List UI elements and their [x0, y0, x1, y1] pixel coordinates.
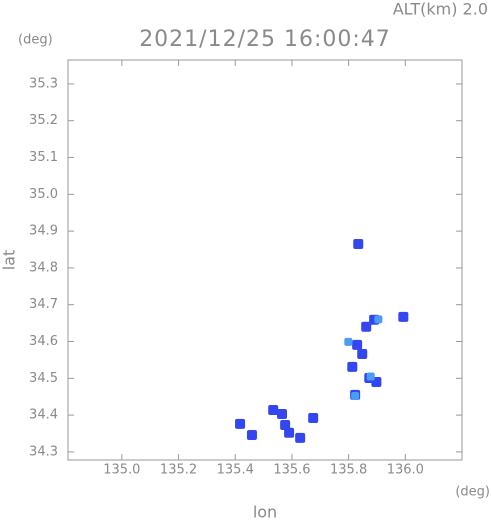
- echo-cell: [280, 420, 291, 431]
- x-tick-label: 135.2: [160, 463, 197, 478]
- y-axis-label: lat: [0, 250, 19, 271]
- echo-cell: [352, 339, 363, 350]
- y-tick-label: 34.6: [29, 334, 58, 349]
- y-tick-label: 34.3: [29, 444, 58, 459]
- echo-cell: [366, 372, 375, 381]
- echo-cell: [353, 238, 364, 249]
- echo-cell: [284, 427, 295, 438]
- y-unit: (deg): [18, 33, 53, 48]
- y-tick-label: 34.5: [29, 371, 58, 386]
- x-tick-label: 135.4: [217, 463, 254, 478]
- y-tick-label: 34.7: [29, 297, 58, 312]
- echo-cell: [295, 432, 306, 443]
- x-unit: (deg): [455, 485, 490, 500]
- x-tick-label: 135.8: [330, 463, 367, 478]
- x-tick-label: 135.6: [273, 463, 310, 478]
- y-tick-label: 35.1: [29, 150, 58, 165]
- echo-cell: [277, 409, 288, 420]
- echo-cell: [268, 404, 279, 415]
- y-tick-label: 34.9: [29, 224, 58, 239]
- echo-cell: [308, 413, 319, 424]
- y-tick-label: 34.8: [29, 260, 58, 275]
- echo-cell: [398, 311, 409, 322]
- echo-cell: [344, 337, 353, 346]
- x-axis-label: lon: [253, 503, 277, 522]
- x-tick-label: 135.0: [103, 463, 140, 478]
- echo-cell: [357, 349, 368, 360]
- altitude-label: ALT(km) 2.0: [393, 0, 488, 19]
- echo-cell: [246, 429, 257, 440]
- echo-cell: [347, 361, 358, 372]
- y-tick-label: 34.4: [29, 408, 58, 423]
- chart-title: 2021/12/25 16:00:47: [139, 27, 391, 52]
- x-tick-label: 136.0: [387, 463, 424, 478]
- y-tick-label: 35.2: [29, 113, 58, 128]
- echo-cell: [351, 391, 360, 400]
- echo-cell: [361, 321, 372, 332]
- plot-frame: [67, 59, 463, 461]
- y-tick-label: 35.3: [29, 76, 58, 91]
- echo-cell: [235, 418, 246, 429]
- echo-cell: [374, 315, 383, 324]
- y-tick-label: 35.0: [29, 187, 58, 202]
